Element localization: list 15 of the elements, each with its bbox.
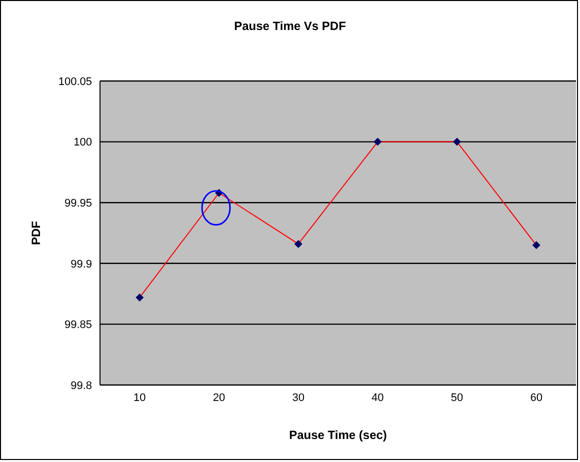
x-tick-label: 40 <box>372 392 384 404</box>
y-tick-label: 100 <box>74 136 92 149</box>
y-tick-label: 99.8 <box>70 380 92 392</box>
x-tick-label: 50 <box>450 392 464 404</box>
y-axis-title: PDF <box>29 220 43 247</box>
y-tick-label: 99.95 <box>64 198 92 210</box>
x-tick-label: 20 <box>212 392 226 404</box>
x-axis-title: Pause Time (sec) <box>288 428 388 442</box>
x-tick-label: 60 <box>530 392 542 404</box>
y-tick-label: 99.9 <box>70 258 92 270</box>
x-tick-label: 10 <box>134 392 146 404</box>
y-tick-label: 100.05 <box>58 76 92 88</box>
chart-title: Pause Time Vs PDF <box>233 19 347 33</box>
y-tick-label: 99.85 <box>64 319 92 332</box>
x-tick-label: 30 <box>292 392 304 404</box>
